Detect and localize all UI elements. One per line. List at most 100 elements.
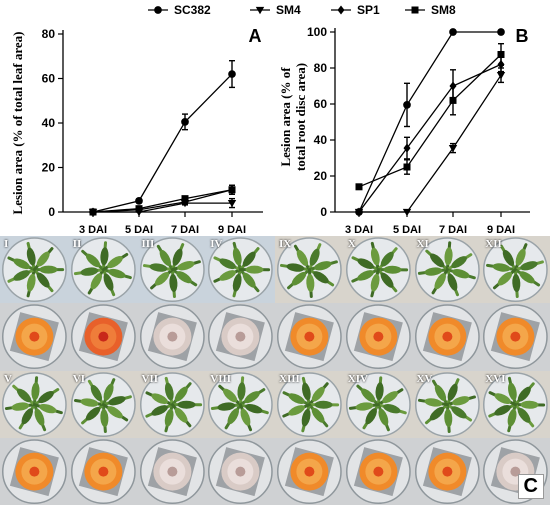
lesion-center [304, 331, 315, 342]
leaflet [451, 269, 469, 279]
tile-label: IV [210, 238, 223, 250]
y-tick-label: 0 [320, 205, 327, 219]
leaflet [16, 388, 32, 402]
leaflet [217, 401, 236, 411]
data-point-SM8 [135, 205, 143, 213]
data-point-SM8 [355, 183, 363, 191]
leaflet [515, 248, 526, 266]
legend-marker-SM4 [255, 6, 265, 15]
legend: SC382 SM4 SP1 SM8 [148, 3, 456, 17]
tile-label: XIII [279, 372, 300, 385]
leaflet [450, 256, 467, 269]
root-disc-graphic [70, 304, 136, 370]
leaflet [36, 251, 50, 267]
tile-label: I [4, 238, 9, 250]
leaflet [378, 408, 389, 426]
leaflet [100, 408, 109, 427]
leaflet [301, 408, 311, 427]
leaflet [450, 405, 467, 418]
leaflet [443, 247, 453, 266]
y-tick-label: 0 [48, 205, 55, 219]
tile-label: XI [416, 238, 429, 250]
leaflet [85, 253, 100, 268]
lesion-center [373, 331, 384, 342]
leaflet [424, 397, 442, 407]
leaf-tile-II: II [68, 236, 138, 304]
series-line-SC382 [358, 31, 501, 213]
root-disc-graphic [483, 304, 548, 370]
disc-tile-VIII [206, 437, 275, 505]
leaflet [380, 251, 394, 267]
leaflet [302, 382, 311, 400]
leaflet [314, 261, 332, 271]
legend-label-SM8: SM8 [431, 3, 456, 17]
leaf-sample-graphic [277, 237, 342, 302]
data-point-SC382 [403, 101, 411, 109]
data-point-SM4 [448, 144, 458, 153]
leaflet [31, 381, 40, 400]
series-line-SC382 [92, 73, 233, 213]
leaflet [494, 404, 512, 416]
tile-label: VII [141, 372, 159, 385]
panel-label: B [516, 26, 529, 46]
leaf-tile-IV: IV [206, 236, 275, 304]
lesion-center [510, 466, 521, 477]
leaflet [90, 273, 102, 290]
root-disc-graphic [2, 304, 67, 370]
leaflet [375, 381, 384, 400]
y-tick-label: 100 [307, 25, 327, 39]
chart-B: 0 20 40 60 80 100 3 DAI 5 DAI 7 DAI 9 DAI Lesion a… [278, 25, 530, 236]
legend-label-SM4: SM4 [276, 3, 301, 17]
leaflet [498, 271, 513, 286]
leaflet [150, 404, 168, 416]
lesion-center [441, 331, 452, 342]
legend-marker-SP1 [337, 5, 345, 15]
lesion-center [373, 466, 384, 477]
x-tick-label: 7 DAI [439, 224, 467, 236]
series-line-SP1 [358, 63, 502, 213]
leaflet [223, 388, 238, 402]
leaflet [443, 408, 452, 427]
leaflet [291, 271, 307, 286]
leaf-tile-VI: VI [68, 370, 138, 438]
disc-tile-II [68, 303, 138, 371]
x-tick-label: 3 DAI [79, 224, 107, 236]
leaf-sample-graphic [139, 371, 205, 437]
series-line-SM4 [93, 202, 232, 213]
leaflet [518, 386, 532, 402]
tile-label: XV [416, 372, 433, 385]
leaflet [492, 263, 511, 272]
leaflet [314, 400, 333, 409]
legend-marker-SC382 [154, 6, 162, 14]
disc-tile-VII [137, 437, 207, 505]
leaf-tile-IX: IX [275, 236, 344, 304]
leaflet [296, 249, 309, 267]
y-tick-label: 80 [314, 61, 328, 75]
leaflet [245, 265, 264, 274]
disc-tile-III [137, 303, 207, 371]
leaf-tile-I: I [0, 236, 69, 304]
leaflet [242, 272, 256, 288]
leaflet [244, 390, 261, 403]
panel-c-label: C [517, 474, 544, 499]
root-disc-graphic [277, 439, 342, 504]
data-point-SM4 [402, 208, 412, 217]
leaflet [433, 273, 446, 290]
leaflet [13, 258, 30, 270]
leaflet [370, 273, 380, 292]
disc-tile-X [343, 303, 413, 371]
root-disc-graphic [70, 439, 136, 504]
root-disc-graphic [208, 439, 273, 504]
leaflet [311, 386, 325, 402]
tile-label: II [72, 238, 82, 250]
leaflet [176, 400, 195, 409]
legend-label-SC382: SC382 [174, 3, 211, 17]
root-disc-graphic [345, 439, 411, 504]
leaflet [446, 273, 457, 291]
lesion-center [166, 331, 177, 342]
leaflet [508, 382, 517, 400]
leaflet [107, 268, 126, 279]
leaflet [429, 253, 444, 268]
leaflet [39, 403, 57, 413]
x-tick-label: 3 DAI [345, 224, 373, 236]
